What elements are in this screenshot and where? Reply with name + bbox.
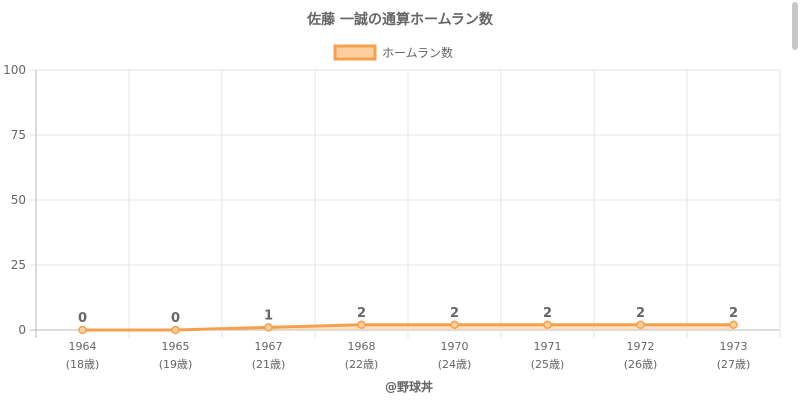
- y-axis-ticks: 0 25 50 75 100: [3, 63, 26, 337]
- data-label: 0: [78, 311, 87, 326]
- x-tick-sublabel: (19歳): [159, 358, 193, 371]
- x-axis-ticks: 1964 (18歳) 1965 (19歳) 1967 (21歳) 1968 (22歳) 1970…: [66, 340, 751, 371]
- data-label: 0: [171, 311, 180, 326]
- x-tick-label: 1964: [69, 340, 97, 353]
- data-point: [171, 325, 180, 335]
- data-label: 2: [729, 306, 738, 321]
- data-label: 2: [357, 306, 366, 321]
- x-tick-label: 1968: [348, 340, 376, 353]
- series: [78, 320, 738, 335]
- x-tick-sublabel: (24歳): [438, 358, 472, 371]
- legend[interactable]: ホームラン数: [333, 44, 453, 61]
- data-point: [636, 320, 645, 330]
- data-point: [543, 320, 552, 330]
- x-tick-label: 1971: [534, 340, 562, 353]
- data-label: 2: [636, 306, 645, 321]
- data-point: [357, 320, 366, 330]
- chart-title: 佐藤 一誠の通算ホームラン数: [306, 11, 494, 28]
- x-tick-sublabel: (26歳): [624, 358, 658, 371]
- x-tick-label: 1965: [162, 340, 190, 353]
- data-label: 2: [543, 306, 552, 321]
- x-tick-sublabel: (18歳): [66, 358, 100, 371]
- data-point: [264, 323, 273, 332]
- legend-swatch: [333, 44, 377, 61]
- data-point: [729, 320, 738, 330]
- x-tick-sublabel: (22歳): [345, 358, 379, 371]
- data-label: 1: [264, 308, 273, 323]
- data-labels: 0 0 1 2 2 2 2 2: [78, 306, 738, 326]
- x-tick-label: 1972: [627, 340, 655, 353]
- data-point: [450, 320, 459, 330]
- scrollbar[interactable]: [792, 2, 798, 50]
- y-tick-label: 100: [3, 63, 26, 77]
- legend-label: ホームラン数: [382, 45, 453, 60]
- y-tick-label: 0: [18, 323, 26, 337]
- x-axis-title: @野球丼: [385, 379, 433, 394]
- grid: [30, 69, 781, 338]
- y-tick-label: 50: [11, 193, 26, 207]
- x-tick-label: 1970: [441, 340, 469, 353]
- x-tick-sublabel: (21歳): [252, 358, 286, 371]
- x-tick-sublabel: (25歳): [531, 358, 565, 371]
- x-tick-label: 1973: [720, 340, 748, 353]
- data-label: 2: [450, 306, 459, 321]
- y-tick-label: 25: [11, 258, 26, 272]
- y-tick-label: 75: [11, 128, 26, 142]
- x-tick-label: 1967: [255, 340, 283, 353]
- x-tick-sublabel: (27歳): [717, 358, 751, 371]
- data-point: [78, 325, 87, 335]
- series-line: [82, 323, 734, 332]
